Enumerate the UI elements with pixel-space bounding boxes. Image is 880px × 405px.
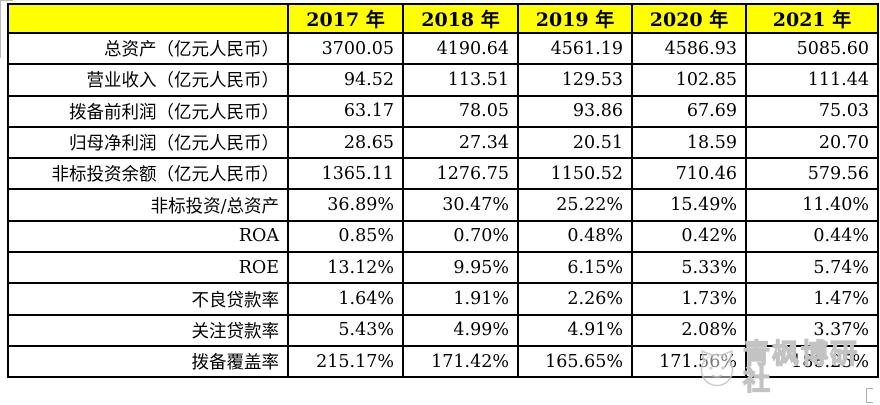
- cell-value: 5.33%: [631, 251, 747, 285]
- cell-value: 0.44%: [745, 219, 879, 254]
- table-row-roa: ROA 0.85% 0.70% 0.48% 0.42% 0.44%: [7, 219, 879, 254]
- cell-value: 4190.64: [402, 31, 519, 66]
- row-label: 总资产（亿元人民币）: [7, 31, 289, 66]
- row-label: ROA: [7, 219, 289, 254]
- cell-value: 5.74%: [745, 251, 879, 285]
- table-row-nonstandard-balance: 非标投资余额（亿元人民币） 1365.11 1276.75 1150.52 71…: [7, 157, 879, 191]
- cell-value: 165.65%: [517, 344, 633, 379]
- row-label: 非标投资余额（亿元人民币）: [7, 157, 289, 191]
- cell-value: 1.73%: [631, 282, 747, 316]
- row-label: 非标投资/总资产: [7, 188, 289, 222]
- selection-corner-top-left-vertical: [0, 0, 1, 58]
- cell-value: 5085.60: [745, 31, 879, 66]
- table-row-total-assets: 总资产（亿元人民币） 3700.05 4190.64 4561.19 4586.…: [7, 31, 879, 66]
- cell-value: 171.56%: [631, 344, 747, 379]
- row-label: 营业收入（亿元人民币）: [7, 63, 289, 97]
- cell-value: 27.34: [402, 125, 519, 160]
- header-year-2021: 2021 年: [745, 3, 879, 34]
- cell-value: 171.42%: [402, 344, 519, 379]
- row-label: ROE: [7, 251, 289, 285]
- cell-value: 11.40%: [745, 188, 879, 222]
- table-row-npl-ratio: 不良贷款率 1.64% 1.91% 2.26% 1.73% 1.47%: [7, 282, 879, 316]
- row-label: 关注贷款率: [7, 313, 289, 347]
- cell-value: 63.17: [287, 94, 404, 128]
- cell-value: 710.46: [631, 157, 747, 191]
- cell-value: 20.51: [517, 125, 633, 160]
- cell-value: 5.43%: [287, 313, 404, 347]
- cell-value: 13.12%: [287, 251, 404, 285]
- table-row-net-profit: 归母净利润（亿元人民币） 28.65 27.34 20.51 18.59 20.…: [7, 125, 879, 160]
- header-year-2019: 2019 年: [517, 3, 633, 34]
- selection-corner-bottom-right-top-tick: [866, 388, 873, 389]
- selection-corner-bottom-right-bottom-tick: [866, 402, 873, 403]
- cell-value: 30.47%: [402, 188, 519, 222]
- cell-value: 102.85: [631, 63, 747, 97]
- selection-corner-bottom-right-vertical: [866, 388, 867, 403]
- cell-value: 25.22%: [517, 188, 633, 222]
- table-row-roe: ROE 13.12% 9.95% 6.15% 5.33% 5.74%: [7, 251, 879, 285]
- cell-value: 1.91%: [402, 282, 519, 316]
- cell-value: 18.59: [631, 125, 747, 160]
- table-row-nonstandard-ratio: 非标投资/总资产 36.89% 30.47% 25.22% 15.49% 11.…: [7, 188, 879, 222]
- cell-value: 2.26%: [517, 282, 633, 316]
- cell-value: 93.86: [517, 94, 633, 128]
- cell-value: 1.47%: [745, 282, 879, 316]
- header-year-2020: 2020 年: [631, 3, 747, 34]
- cell-value: 1150.52: [517, 157, 633, 191]
- row-label: 归母净利润（亿元人民币）: [7, 125, 289, 160]
- table-row-operating-income: 营业收入（亿元人民币） 94.52 113.51 129.53 102.85 1…: [7, 63, 879, 97]
- cell-value: 4561.19: [517, 31, 633, 66]
- cell-value: 67.69: [631, 94, 747, 128]
- cell-value: 111.44: [745, 63, 879, 97]
- cell-value: 1276.75: [402, 157, 519, 191]
- header-year-2018: 2018 年: [402, 3, 519, 34]
- cell-value: 579.56: [745, 157, 879, 191]
- bank-financials-table: 2017 年 2018 年 2019 年 2020 年 2021 年 总资产（亿…: [7, 3, 879, 379]
- cell-value: 4.91%: [517, 313, 633, 347]
- cell-value: 0.48%: [517, 219, 633, 254]
- table-row-provision-coverage: 拨备覆盖率 215.17% 171.42% 165.65% 171.56% 18…: [7, 344, 879, 379]
- cell-value: 94.52: [287, 63, 404, 97]
- cell-value: 2.08%: [631, 313, 747, 347]
- row-label: 拨备前利润（亿元人民币）: [7, 94, 289, 128]
- cell-value: 0.70%: [402, 219, 519, 254]
- row-label: 不良贷款率: [7, 282, 289, 316]
- cell-value: 113.51: [402, 63, 519, 97]
- cell-value: 188.25%: [745, 344, 879, 379]
- table-row-special-mention-ratio: 关注贷款率 5.43% 4.99% 4.91% 2.08% 3.37%: [7, 313, 879, 347]
- cell-value: 1365.11: [287, 157, 404, 191]
- cell-value: 1.64%: [287, 282, 404, 316]
- table-header-row: 2017 年 2018 年 2019 年 2020 年 2021 年: [7, 3, 879, 34]
- cell-value: 78.05: [402, 94, 519, 128]
- cell-value: 20.70: [745, 125, 879, 160]
- cell-value: 0.85%: [287, 219, 404, 254]
- cell-value: 75.03: [745, 94, 879, 128]
- cell-value: 3700.05: [287, 31, 404, 66]
- cell-value: 6.15%: [517, 251, 633, 285]
- cell-value: 4586.93: [631, 31, 747, 66]
- cell-value: 36.89%: [287, 188, 404, 222]
- cell-value: 9.95%: [402, 251, 519, 285]
- cell-value: 215.17%: [287, 344, 404, 379]
- cell-value: 3.37%: [745, 313, 879, 347]
- table-row-ppop: 拨备前利润（亿元人民币） 63.17 78.05 93.86 67.69 75.…: [7, 94, 879, 128]
- cell-value: 28.65: [287, 125, 404, 160]
- selection-corner-top-left-horizontal: [0, 0, 13, 1]
- cell-value: 129.53: [517, 63, 633, 97]
- header-year-2017: 2017 年: [287, 3, 404, 34]
- cell-value: 0.42%: [631, 219, 747, 254]
- row-label: 拨备覆盖率: [7, 344, 289, 379]
- header-blank-cell: [7, 3, 289, 34]
- cell-value: 15.49%: [631, 188, 747, 222]
- cell-value: 4.99%: [402, 313, 519, 347]
